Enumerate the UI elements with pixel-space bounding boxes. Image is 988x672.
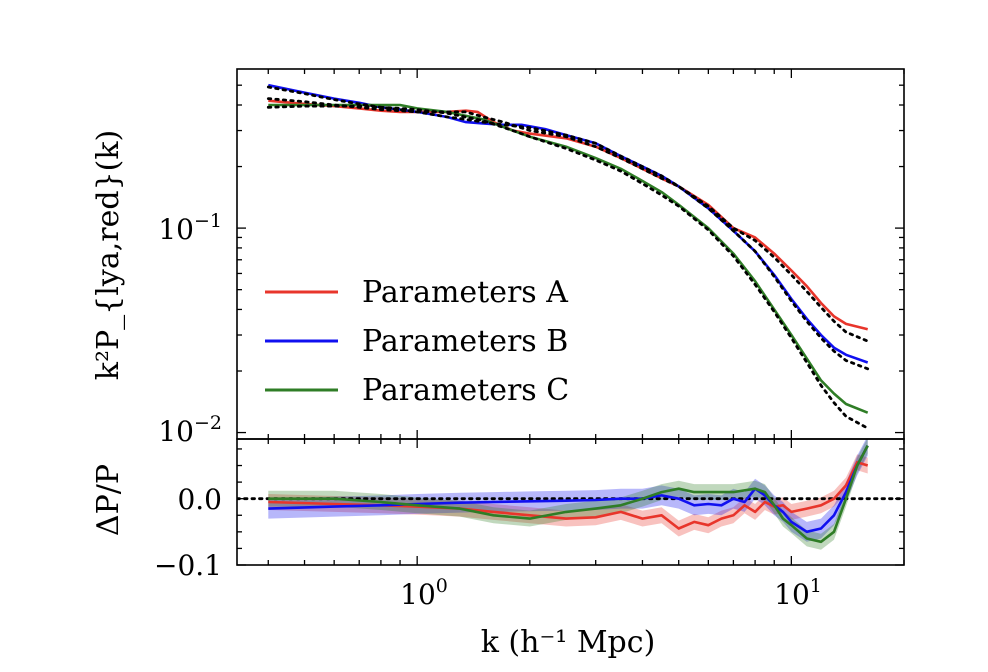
bottom-ytick-label-1: 0.0 xyxy=(177,483,222,516)
bottom-panel-lines xyxy=(237,444,904,544)
top-fit-line-1 xyxy=(266,97,870,343)
top-line-parameters-c xyxy=(268,103,869,414)
bottom-y-axis-title: ΔP/P xyxy=(91,464,126,536)
xtick-label-1: 100 xyxy=(400,575,448,611)
top-fit-line-3 xyxy=(266,104,870,430)
legend-label-parameters-a: Parameters A xyxy=(362,275,568,310)
legend-label-parameters-c: Parameters C xyxy=(362,373,569,408)
residual-bands xyxy=(268,439,868,550)
residual-line-parameters-c xyxy=(268,444,869,544)
top-y-axis-title: k²P_{lya,red}(k) xyxy=(91,130,126,380)
top-ytick-label-2: 10−2 xyxy=(158,412,222,448)
residual-line-parameters-b xyxy=(268,444,869,534)
xtick-label-2: 101 xyxy=(774,575,822,611)
residual-line-parameters-a xyxy=(268,460,869,530)
bottom-panel-frame xyxy=(236,438,905,566)
bottom-ytick-label-2: −0.1 xyxy=(154,549,222,582)
top-ytick-label-1: 10−1 xyxy=(158,210,222,246)
top-panel-lines xyxy=(266,83,870,430)
legend: Parameters A Parameters B Parameters C xyxy=(265,275,569,408)
x-axis-title: k (h⁻¹ Mpc) xyxy=(481,625,656,660)
residual-band-parameters-a xyxy=(268,454,868,537)
top-panel-frame xyxy=(236,68,905,440)
axis-ticks xyxy=(237,69,905,566)
legend-label-parameters-b: Parameters B xyxy=(362,324,568,359)
top-line-parameters-b xyxy=(268,83,869,364)
top-fit-line-2 xyxy=(266,85,870,371)
